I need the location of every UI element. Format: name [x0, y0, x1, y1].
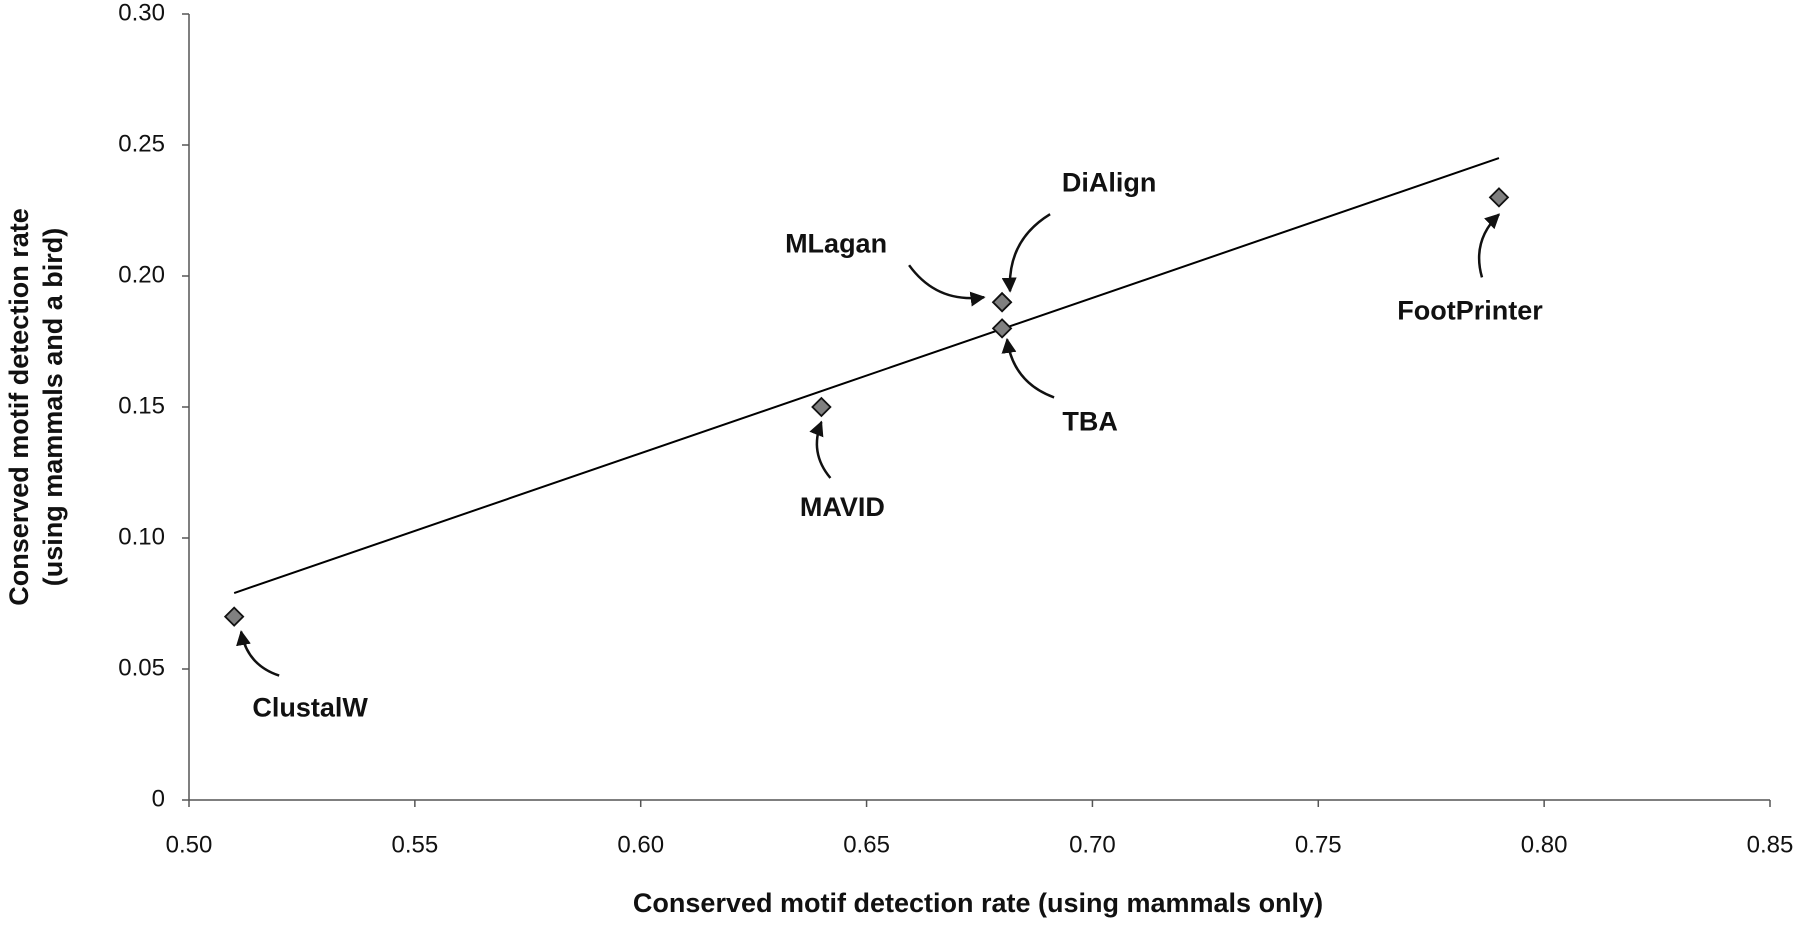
data-point	[1488, 187, 1510, 208]
x-tick-label: 0.65	[843, 831, 890, 858]
y-tick-label: 0.15	[118, 392, 165, 419]
point-label: MAVID	[800, 492, 885, 522]
annotation-arrow	[1001, 337, 1055, 399]
y-axis-title: Conserved motif detection rate	[4, 208, 34, 606]
x-tick-label: 0.70	[1069, 831, 1116, 858]
data-point	[991, 318, 1013, 339]
x-tick-label: 0.60	[617, 831, 664, 858]
y-tick-label: 0.30	[118, 0, 165, 26]
point-label: TBA	[1062, 407, 1118, 437]
y-axis-title: (using mammals and a bird)	[38, 228, 68, 587]
annotation-arrow	[809, 420, 832, 479]
annotation-arrow	[236, 630, 280, 677]
x-tick-label: 0.80	[1521, 831, 1568, 858]
trendline	[233, 157, 1500, 594]
y-tick-label: 0.10	[118, 523, 165, 550]
point-label: DiAlign	[1062, 167, 1157, 197]
point-label: MLagan	[785, 228, 887, 258]
data-point	[223, 606, 245, 627]
x-tick-label: 0.55	[391, 831, 438, 858]
y-tick-label: 0.20	[118, 261, 165, 288]
data-point	[811, 396, 832, 418]
data-point	[991, 291, 1013, 313]
point-label: ClustalW	[252, 693, 368, 723]
x-tick-label: 0.50	[166, 831, 213, 858]
y-tick-label: 0	[152, 785, 165, 812]
x-tick-label: 0.85	[1747, 831, 1794, 858]
annotation-arrow	[1001, 213, 1051, 293]
y-tick-label: 0.25	[118, 130, 165, 157]
y-tick-label: 0.05	[118, 654, 165, 681]
annotation-arrow	[1477, 213, 1501, 278]
point-label: FootPrinter	[1397, 296, 1543, 326]
x-axis-title: Conserved motif detection rate (using ma…	[633, 888, 1323, 918]
x-tick-label: 0.75	[1295, 831, 1342, 858]
annotation-arrow	[908, 264, 986, 307]
